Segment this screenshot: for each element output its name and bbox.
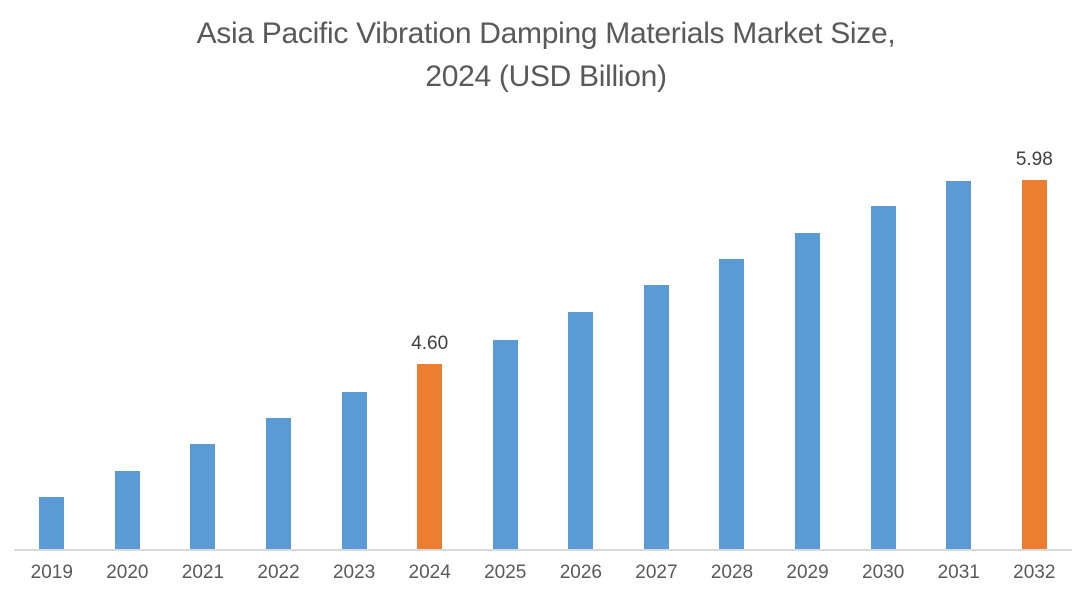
x-tick-label-2020: 2020 bbox=[106, 562, 149, 583]
x-tick-label-2022: 2022 bbox=[257, 562, 300, 583]
bar-column-2032: 5.98 bbox=[997, 149, 1073, 549]
data-label-2024: 4.60 bbox=[411, 333, 449, 355]
x-tick-label-2028: 2028 bbox=[710, 562, 754, 583]
plot-area: 4.60 5.98 2019 2020 2021 2022 2023 2024 2025 202… bbox=[14, 149, 1072, 583]
bar-2028 bbox=[719, 258, 745, 549]
bar-2021 bbox=[190, 443, 216, 549]
bar-2029 bbox=[795, 233, 821, 549]
bar-column-2029 bbox=[770, 149, 846, 549]
data-label-2032: 5.98 bbox=[1015, 149, 1053, 170]
bar-2020 bbox=[114, 471, 140, 549]
bar-2023 bbox=[341, 391, 367, 549]
x-tick-label-2021: 2021 bbox=[181, 562, 225, 583]
chart-title: Asia Pacific Vibration Damping Materials… bbox=[40, 12, 1052, 98]
bar-column-2030 bbox=[845, 149, 921, 549]
bar-column-2019 bbox=[14, 149, 90, 549]
x-tick-label-2031: 2031 bbox=[937, 562, 980, 583]
x-tick-label-2025: 2025 bbox=[484, 562, 527, 583]
bar-column-2023 bbox=[316, 149, 392, 549]
x-axis-labels: 2019 2020 2021 2022 2023 2024 2025 2026 2027 2028… bbox=[14, 562, 1072, 584]
x-tick-label-2027: 2027 bbox=[635, 562, 678, 583]
x-tick-label-2029: 2029 bbox=[786, 562, 829, 583]
bar-2019 bbox=[39, 497, 65, 549]
x-tick-label-2026: 2026 bbox=[559, 562, 602, 583]
bar-column-2021 bbox=[165, 149, 241, 549]
bar-2030 bbox=[870, 205, 896, 549]
bar-column-2031 bbox=[921, 149, 997, 549]
bar-column-2026 bbox=[543, 149, 619, 549]
bar-column-2024: 4.60 bbox=[392, 149, 468, 549]
bar-2022 bbox=[266, 417, 292, 549]
x-tick-label-2030: 2030 bbox=[862, 562, 905, 583]
chart-title-line1: Asia Pacific Vibration Damping Materials… bbox=[196, 17, 896, 50]
bar-column-2027 bbox=[619, 149, 695, 549]
bar-2024 bbox=[417, 364, 443, 549]
bar-2031 bbox=[946, 181, 972, 549]
bar-2026 bbox=[568, 312, 594, 549]
x-tick-label-2019: 2019 bbox=[30, 562, 73, 583]
chart-title-line2: 2024 (USD Billion) bbox=[425, 60, 667, 93]
bar-column-2028 bbox=[694, 149, 770, 549]
bars: 4.60 5.98 bbox=[14, 149, 1072, 549]
bar-column-2022 bbox=[241, 149, 317, 549]
bar-2032 bbox=[1021, 180, 1047, 549]
x-tick-label-2032: 2032 bbox=[1013, 562, 1056, 583]
bar-2027 bbox=[643, 284, 669, 549]
bar-2025 bbox=[492, 339, 518, 549]
x-tick-label-2023: 2023 bbox=[332, 562, 376, 583]
bar-column-2020 bbox=[90, 149, 166, 549]
bar-column-2025 bbox=[467, 149, 543, 549]
x-tick-label-2024: 2024 bbox=[408, 562, 451, 583]
x-axis-line bbox=[14, 549, 1072, 551]
